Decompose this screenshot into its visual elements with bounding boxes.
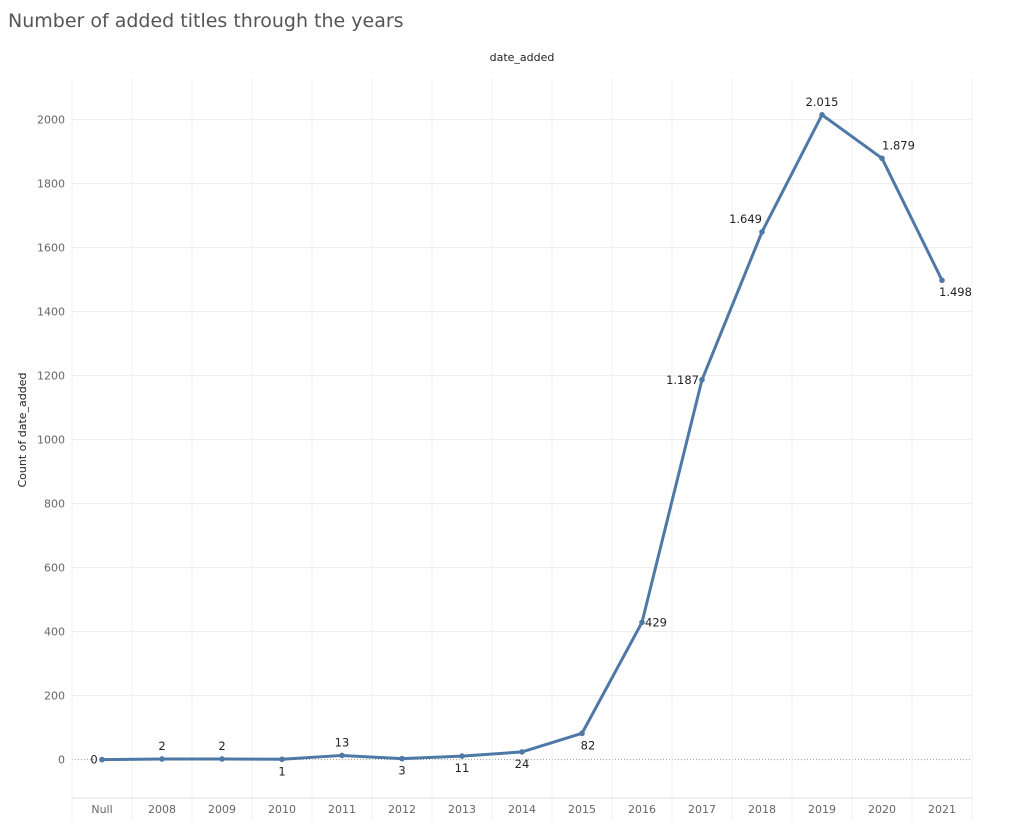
data-point — [459, 753, 465, 759]
y-tick-label: 800 — [44, 498, 65, 511]
data-point — [219, 756, 225, 762]
data-point — [579, 730, 585, 737]
data-point — [879, 155, 885, 162]
x-tick-label: 2015 — [568, 803, 596, 816]
data-label: 3 — [398, 764, 405, 778]
data-label: 2 — [158, 739, 165, 753]
data-label: 429 — [645, 615, 667, 629]
data-label: 2 — [218, 739, 225, 753]
series-layer — [99, 112, 945, 763]
axis-layer: 0 200 400 600 800 1000 1200 1400 1600 1800 2000 Nul… — [37, 114, 956, 816]
x-tick-label: 2019 — [808, 803, 836, 816]
x-tick-label: 2009 — [208, 803, 236, 816]
chart-header: date_added — [490, 51, 555, 64]
data-label: 1.187 — [666, 373, 699, 387]
data-point — [759, 229, 765, 235]
data-point — [819, 112, 825, 118]
y-tick-label: 1800 — [37, 178, 65, 191]
x-tick-label: 2008 — [148, 803, 176, 816]
x-tick-label: 2020 — [868, 803, 896, 816]
x-tick-label: 2012 — [388, 803, 416, 816]
y-tick-label: 1000 — [37, 434, 65, 447]
y-tick-label: 1200 — [37, 370, 65, 383]
data-label: 1.879 — [882, 138, 915, 152]
x-tick-label: 2013 — [448, 803, 476, 816]
x-tick-label: Null — [91, 803, 112, 816]
x-tick-label: 2016 — [628, 803, 656, 816]
y-tick-label: 0 — [58, 754, 65, 767]
data-label: 1.498 — [939, 285, 972, 299]
y-tick-label: 1600 — [37, 242, 65, 255]
x-tick-label: 2014 — [508, 803, 536, 816]
y-tick-label: 2000 — [37, 114, 65, 127]
data-point — [99, 756, 105, 763]
data-label: 82 — [581, 738, 596, 752]
y-tick-label: 600 — [44, 562, 65, 575]
data-label: 13 — [335, 735, 350, 749]
chart-title: Number of added titles through the years — [8, 10, 404, 32]
x-tick-label: 2010 — [268, 803, 296, 816]
data-point — [159, 756, 165, 762]
x-tick-label: 2011 — [328, 803, 356, 816]
data-label: 24 — [515, 757, 530, 771]
data-point — [639, 619, 645, 626]
x-tick-label: 2021 — [928, 803, 956, 816]
data-label: 2.015 — [806, 95, 839, 109]
data-point — [399, 755, 405, 762]
data-label: 1.649 — [729, 212, 762, 226]
data-point — [279, 756, 285, 763]
data-label: 1 — [278, 764, 285, 778]
y-axis-title: Count of date_added — [16, 372, 29, 487]
data-point — [519, 749, 525, 755]
data-point — [699, 376, 705, 383]
y-tick-label: 1400 — [37, 306, 65, 319]
grid-layer — [71, 78, 973, 820]
y-tick-label: 200 — [44, 690, 65, 703]
data-point — [939, 277, 945, 284]
data-point — [339, 752, 345, 759]
data-label: 0 — [90, 753, 97, 767]
y-tick-label: 400 — [44, 626, 65, 639]
series-line — [100, 113, 944, 762]
x-tick-label: 2018 — [748, 803, 776, 816]
x-tick-label: 2017 — [688, 803, 716, 816]
data-label: 11 — [455, 761, 470, 775]
data-label-layer: 0 2 2 1 13 3 11 24 82 429 1.187 1.649 2.015 1.879 1.49… — [90, 95, 972, 778]
